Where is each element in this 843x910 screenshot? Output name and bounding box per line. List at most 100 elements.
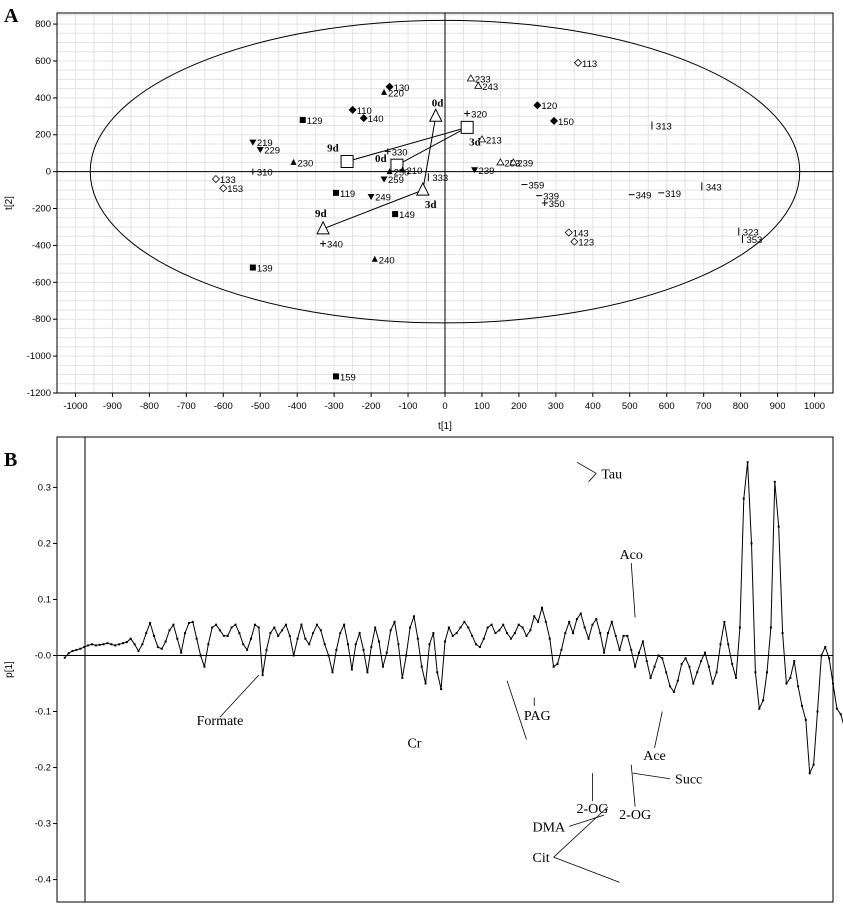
point-label: 313 <box>656 122 672 133</box>
data-point <box>219 184 228 193</box>
loading-point <box>494 632 497 635</box>
loading-point <box>447 626 450 629</box>
loading-point <box>564 632 567 635</box>
loading-point <box>797 685 800 688</box>
loading-point <box>451 634 454 637</box>
trajectory-label: 0d <box>375 153 387 165</box>
loading-point <box>672 690 675 693</box>
loading-point <box>649 676 652 679</box>
loading-point <box>544 620 547 623</box>
point-label: 319 <box>665 189 681 200</box>
point-label: 233 <box>475 74 491 85</box>
loading-point <box>412 615 415 618</box>
loading-point <box>218 629 221 632</box>
loading-point <box>234 623 237 626</box>
loading-point <box>692 682 695 685</box>
loading-point <box>83 646 86 649</box>
annotation-label: 2-OG <box>619 808 651 823</box>
y-tick-label: -0.1 <box>35 707 51 718</box>
loading-point <box>253 623 256 626</box>
data-point <box>386 168 393 175</box>
loading-point <box>812 763 815 766</box>
trajectory-line <box>346 126 468 166</box>
loading-point <box>257 626 260 629</box>
loading-point <box>226 634 229 637</box>
data-point <box>249 264 256 271</box>
point-label: 239 <box>517 158 533 169</box>
loading-point <box>719 643 722 646</box>
loading-point <box>711 682 714 685</box>
loading-point <box>366 671 369 674</box>
loading-point <box>424 682 427 685</box>
x-tick-label: -600 <box>214 401 233 412</box>
annotation-leader <box>506 680 527 740</box>
trajectory-label: 3d <box>425 199 437 211</box>
data-point <box>477 135 487 143</box>
y-tick-label: -0.3 <box>35 819 51 830</box>
x-tick-label: -700 <box>177 401 196 412</box>
loading-point <box>832 682 834 685</box>
x-tick-label: 800 <box>733 401 749 412</box>
annotation-leader <box>576 461 597 474</box>
loading-point <box>211 626 214 629</box>
loading-point <box>176 637 179 640</box>
loading-point <box>808 772 811 775</box>
point-label: 339 <box>543 192 559 203</box>
score-plot: -1000 -900 -800 -700 -600 -500 -400 -300 -200 -10… <box>4 12 834 432</box>
loading-point <box>265 648 268 651</box>
loading-point <box>688 665 691 668</box>
loading-point <box>428 643 431 646</box>
loading-point <box>277 634 280 637</box>
loading-point <box>90 643 93 646</box>
loading-point <box>222 634 225 637</box>
loading-point <box>79 647 82 650</box>
loading-point <box>203 665 206 668</box>
loading-point <box>250 637 252 640</box>
x-tick-label: -300 <box>325 401 344 412</box>
y-tick-label: 0.3 <box>38 482 51 493</box>
loading-point <box>343 623 346 626</box>
y-tick-label: -200 <box>32 204 51 215</box>
loading-point <box>187 622 190 624</box>
loading-point <box>149 622 152 624</box>
x-tick-label: 200 <box>511 401 527 412</box>
loading-point <box>560 648 563 651</box>
loading-point <box>350 668 353 671</box>
data-point <box>496 158 505 166</box>
loading-point <box>281 629 284 632</box>
x-tick-label: 300 <box>548 401 564 412</box>
loading-point <box>288 634 291 637</box>
loading-point <box>129 637 132 640</box>
loading-point <box>304 637 307 640</box>
loading-point <box>110 643 113 646</box>
loading-point <box>312 632 315 635</box>
loading-point <box>537 620 540 623</box>
loading-point <box>172 623 175 626</box>
annotation-leader <box>219 674 260 718</box>
loading-point <box>723 620 726 623</box>
loading-point <box>715 671 718 674</box>
y-tick-label: 0.1 <box>38 594 51 605</box>
loading-point <box>75 648 78 651</box>
loading-point <box>606 632 609 635</box>
loading-point <box>793 660 796 663</box>
loading-point <box>614 634 617 637</box>
annotation-label: Cr <box>407 737 421 752</box>
point-label: 259 <box>388 175 404 186</box>
point-label: 349 <box>636 191 652 202</box>
loading-point <box>323 643 326 646</box>
trajectory-label: 9d <box>315 208 327 220</box>
loading-point <box>145 632 148 635</box>
loading-point <box>354 643 357 646</box>
loading-point <box>575 618 578 621</box>
point-label: 230 <box>297 158 313 169</box>
loading-point <box>118 643 121 646</box>
data-point <box>573 58 583 67</box>
x-tick-label: -200 <box>362 401 381 412</box>
panel-letter-b: B <box>4 449 17 471</box>
x-tick-label: 600 <box>659 401 675 412</box>
x-tick-label: -400 <box>288 401 307 412</box>
loading-point <box>750 542 753 545</box>
point-label: 129 <box>307 116 323 127</box>
